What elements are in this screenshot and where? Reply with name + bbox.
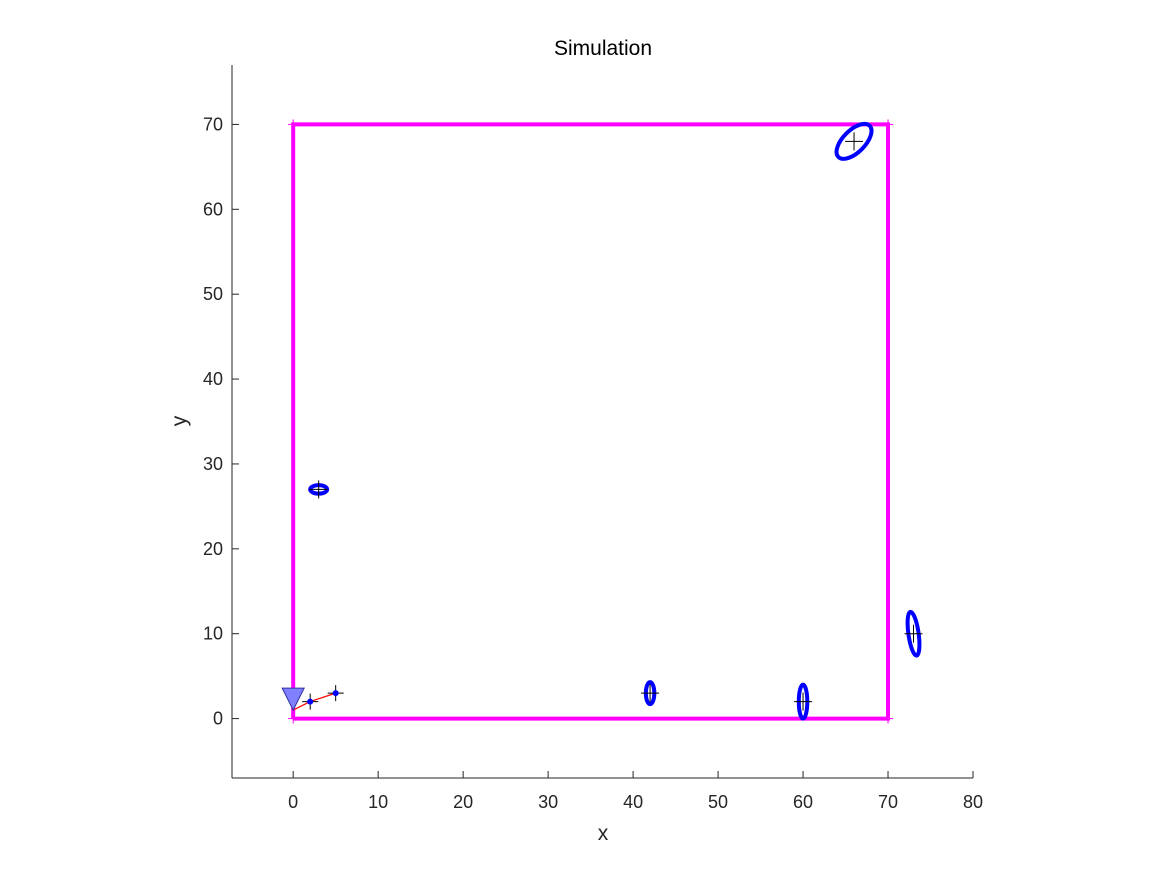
- landmark-ellipse: [905, 609, 922, 658]
- boundary-corner-marker: [883, 713, 894, 724]
- y-tick-label: 50: [203, 284, 223, 304]
- x-tick-label: 40: [623, 792, 643, 812]
- x-tick-label: 0: [288, 792, 298, 812]
- y-tick-label: 60: [203, 199, 223, 219]
- y-tick-label: 10: [203, 624, 223, 644]
- y-tick-label: 40: [203, 369, 223, 389]
- observation-point: [307, 698, 314, 705]
- x-tick-label: 70: [878, 792, 898, 812]
- x-tick-label: 60: [793, 792, 813, 812]
- boundary-corner-marker: [883, 119, 894, 130]
- boundary-square: [291, 122, 891, 721]
- y-tick-label: 70: [203, 114, 223, 134]
- x-tick-label: 80: [963, 792, 983, 812]
- x-tick-label: 30: [538, 792, 558, 812]
- landmark-ellipse: [834, 121, 874, 161]
- x-tick-label: 50: [708, 792, 728, 812]
- x-axis-label: x: [598, 822, 609, 845]
- plot-area: [281, 119, 923, 724]
- observation-point: [332, 690, 339, 697]
- chart-title: Simulation: [554, 37, 652, 60]
- axes: 0 10 20 30 40 50 60 70 80 0 10 20 30 40 50 60 70: [203, 65, 983, 812]
- y-tick-label: 30: [203, 454, 223, 474]
- robot-marker: [281, 687, 305, 712]
- y-tick-label: 0: [213, 709, 223, 729]
- y-tick-label: 20: [203, 539, 223, 559]
- boundary-corner-marker: [288, 119, 299, 130]
- x-tick-label: 20: [453, 792, 473, 812]
- x-tick-label: 10: [368, 792, 388, 812]
- boundary-corner-marker: [288, 713, 299, 724]
- y-axis-label: y: [168, 415, 191, 426]
